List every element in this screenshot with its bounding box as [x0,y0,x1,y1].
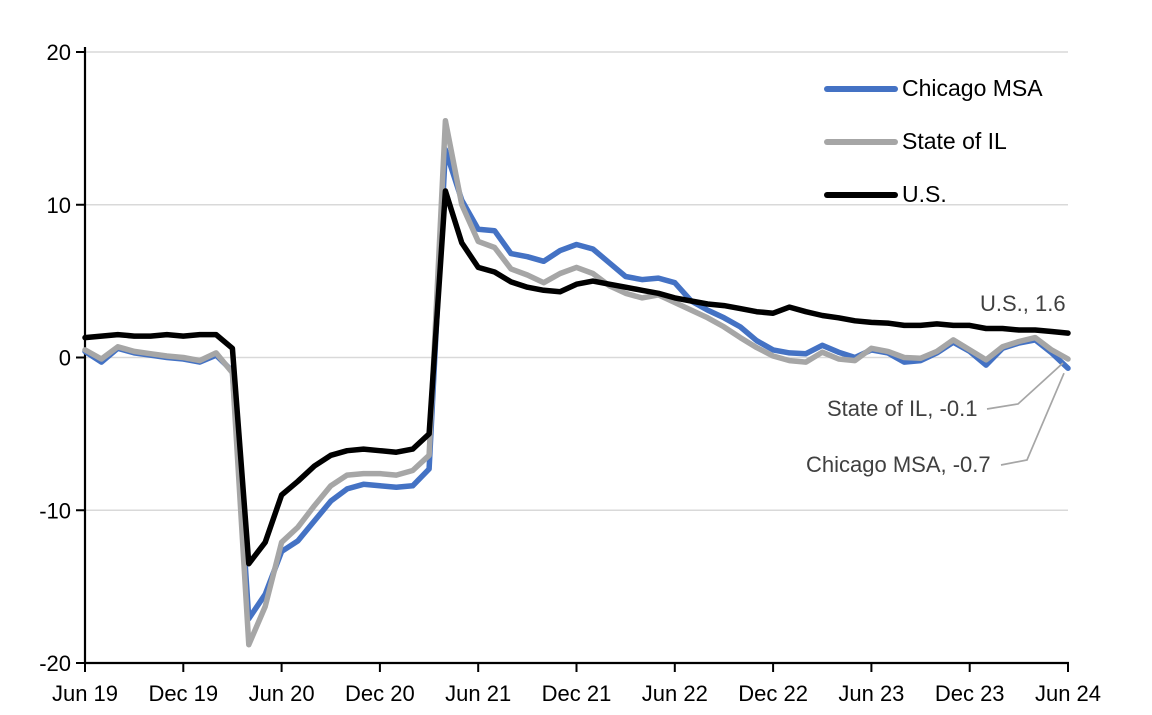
svg-text:Dec 20: Dec 20 [345,681,415,706]
x-axis-labels: Jun 19 Dec 19 Jun 20 Dec 20 Jun 21 Dec 21 Jun … [52,681,1101,706]
state-of-il-line-swatch [824,138,898,145]
legend: Chicago MSA State of IL U.S. [824,62,1043,221]
annotation-chicago-msa-value: Chicago MSA, -0.7 [806,452,991,477]
svg-text:Jun 21: Jun 21 [445,681,511,706]
series-line-u-s- [82,188,1071,567]
us-line-swatch [824,191,898,198]
svg-text:-10: -10 [39,498,71,523]
legend-item-state-of-il: State of IL [824,115,1043,168]
legend-item-chicago-msa: Chicago MSA [824,62,1043,115]
axes [76,47,1069,672]
legend-item-us: U.S. [824,168,1043,221]
svg-text:Jun 19: Jun 19 [52,681,118,706]
svg-text:20: 20 [47,40,71,65]
y-gridlines [85,51,1068,511]
svg-text:-20: -20 [39,651,71,676]
annotation-state-of-il-value: State of IL, -0.1 [827,396,978,421]
legend-label-us: U.S. [902,181,947,207]
svg-text:Jun 24: Jun 24 [1035,681,1101,706]
svg-text:Dec 19: Dec 19 [148,681,218,706]
svg-text:Jun 23: Jun 23 [838,681,904,706]
svg-text:10: 10 [47,193,71,218]
svg-text:Dec 22: Dec 22 [738,681,808,706]
svg-text:0: 0 [59,346,71,371]
svg-text:Dec 21: Dec 21 [542,681,612,706]
svg-text:Jun 22: Jun 22 [642,681,708,706]
y-axis-labels: 20 10 0 -10 -20 [39,40,71,676]
svg-text:Dec 23: Dec 23 [935,681,1005,706]
svg-text:Jun 20: Jun 20 [249,681,315,706]
annotation-leader-lines [986,362,1065,466]
chicago-msa-line-swatch [824,85,898,92]
legend-label-chicago-msa: Chicago MSA [902,75,1043,101]
series-line-state-of-il [82,117,1071,648]
legend-label-state-of-il: State of IL [902,128,1007,154]
annotation-us-value: U.S., 1.6 [980,291,1066,316]
